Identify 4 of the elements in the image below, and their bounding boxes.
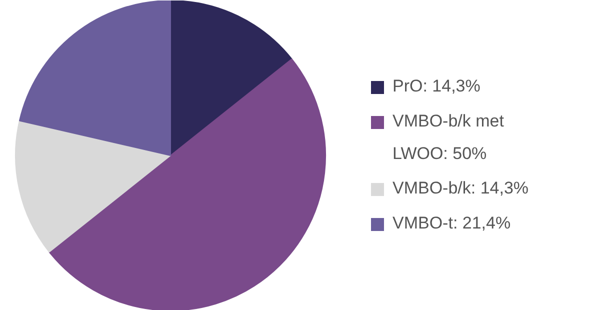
- legend-label: VMBO-b/k met LWOO: 50%: [392, 112, 504, 163]
- legend-label: PrO: 14,3%: [392, 76, 480, 96]
- legend-label: VMBO-t: 21,4%: [392, 214, 511, 232]
- legend-label: VMBO-b/k: 14,3%: [392, 178, 529, 198]
